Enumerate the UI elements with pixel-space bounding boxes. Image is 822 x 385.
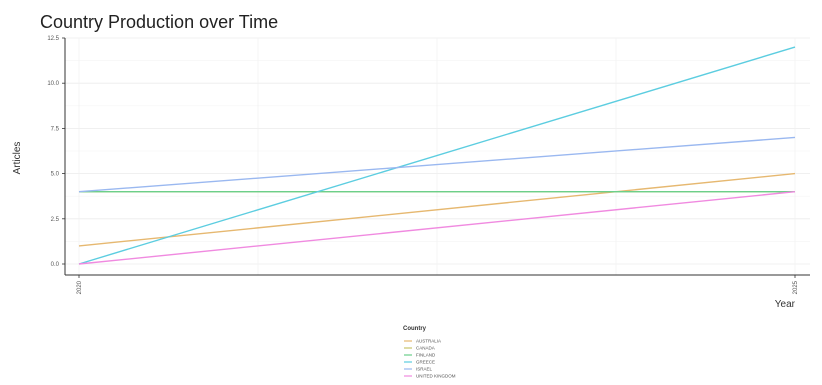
legend-label: FINLAND xyxy=(416,353,436,358)
legend-title: Country xyxy=(403,326,427,332)
y-ticks: 0.0 2.5 5.0 7.5 10.0 12.5 xyxy=(47,36,65,268)
series-line-israel xyxy=(78,136,796,193)
y-tick-label: 10.0 xyxy=(47,81,59,87)
y-tick-label: 7.5 xyxy=(51,126,60,132)
x-tick-label: 2025 xyxy=(793,280,799,294)
y-axis-label: Articles xyxy=(12,142,23,175)
legend: Country AUSTRALIA CANADA FINLAND GREECE ISRA… xyxy=(403,326,456,379)
y-tick-label: 5.0 xyxy=(51,172,60,178)
x-axis-label: Year xyxy=(775,299,796,310)
legend-label: AUSTRALIA xyxy=(416,339,441,344)
series-lines xyxy=(78,46,796,265)
legend-label: CANADA xyxy=(416,346,435,351)
legend-label: GREECE xyxy=(416,360,435,365)
y-tick-label: 0.0 xyxy=(51,262,60,268)
x-tick-label: 2020 xyxy=(77,280,83,294)
y-tick-label: 2.5 xyxy=(51,217,60,223)
legend-label: ISRAEL xyxy=(416,367,433,372)
series-line-united-kingdom xyxy=(78,190,796,265)
axes xyxy=(64,38,810,276)
series-line-australia xyxy=(78,172,796,247)
y-tick-label: 12.5 xyxy=(47,36,59,42)
x-ticks: 2020 2025 xyxy=(77,275,799,294)
legend-label: UNITED KINGDOM xyxy=(416,374,456,379)
series-line-greece xyxy=(78,46,796,265)
grid xyxy=(65,37,810,275)
chart-title: Country Production over Time xyxy=(40,12,278,32)
